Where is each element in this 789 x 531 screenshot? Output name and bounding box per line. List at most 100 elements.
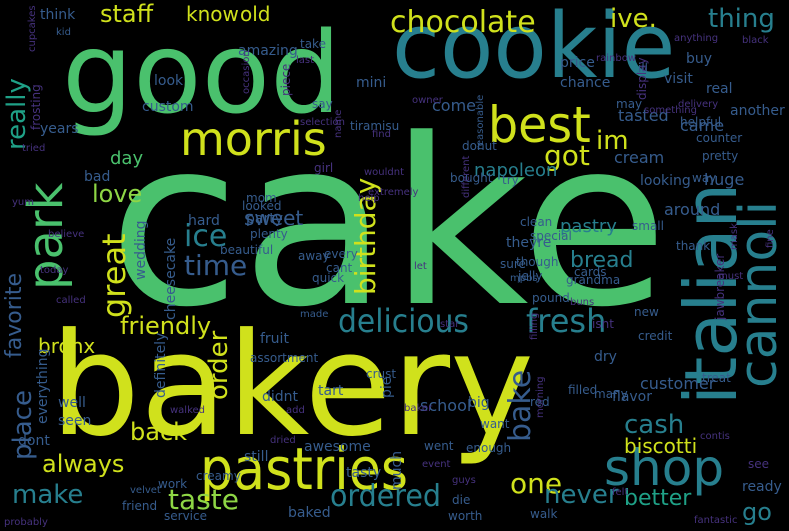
word-mpbs: mpbs	[510, 273, 538, 284]
word-dried: dried	[270, 435, 296, 446]
word-around: around	[664, 200, 721, 219]
word-extremely: extremely	[368, 187, 419, 198]
word-way: way	[692, 171, 717, 185]
word-felt: felt	[612, 487, 629, 498]
word-walked: walked	[170, 405, 206, 416]
word-cannoli: cannoli	[729, 200, 789, 388]
word-buy: buy	[686, 51, 713, 67]
word-best: best	[488, 96, 591, 154]
word-guys: guys	[452, 475, 476, 486]
word-awesome: awesome	[304, 439, 371, 455]
word-enough: enough	[466, 441, 512, 455]
word-come: come	[432, 96, 477, 115]
word-last: last	[296, 55, 315, 66]
word-fine: fine	[765, 229, 776, 248]
word-baker: baker	[404, 403, 433, 414]
word-jelly: jelly	[518, 269, 543, 283]
word-counter: counter	[696, 131, 743, 145]
word-well: well	[58, 395, 86, 411]
word-got: got	[544, 139, 590, 172]
word-die: die	[452, 493, 471, 507]
word-made: made	[300, 309, 329, 320]
word-dont: dont	[18, 433, 50, 449]
word-frosting: frosting	[29, 84, 43, 130]
word-price: price	[560, 55, 595, 71]
word-add: add	[286, 405, 305, 416]
word-still: still	[244, 449, 269, 465]
word-delicious: delicious	[338, 302, 469, 340]
word-away: away	[298, 249, 330, 263]
word-find: find	[372, 129, 391, 140]
word-clean: clean	[520, 215, 553, 229]
word-went: went	[424, 439, 454, 453]
word-plenty: plenty	[250, 227, 288, 241]
word-rainbow: rainbow	[596, 53, 636, 64]
word-quick: quick	[312, 271, 345, 285]
word-credit: credit	[638, 329, 673, 343]
word-fresh: fresh	[526, 302, 607, 340]
word-customer: customer	[640, 374, 716, 393]
word-favorite: favorite	[2, 272, 27, 358]
word-black: black	[742, 35, 769, 46]
word-called: called	[56, 295, 86, 306]
word-mom: mom	[246, 191, 277, 205]
word-service: service	[164, 509, 207, 523]
word-isnt: isnt	[592, 317, 614, 331]
word-tasty: tasty	[346, 465, 382, 481]
word-friendly: friendly	[120, 312, 212, 340]
word-old: old	[240, 2, 271, 26]
word-make: make	[12, 480, 84, 510]
word-anything: anything	[674, 33, 719, 44]
word-day: day	[110, 148, 144, 169]
word-years: years	[40, 121, 79, 137]
word-flavor: flavor	[612, 389, 653, 405]
word-came: came	[680, 116, 725, 135]
word-look: look	[154, 73, 184, 89]
word-always: always	[42, 450, 125, 478]
word-today: today	[40, 265, 69, 276]
word-chocolate: chocolate	[390, 5, 536, 40]
word-cant: cant	[326, 261, 353, 275]
word-shop: shop	[604, 439, 725, 497]
word-owner: owner	[412, 95, 443, 106]
word-see: see	[748, 457, 770, 471]
word-velvet: velvet	[130, 485, 161, 496]
word-fantastic: fantastic	[694, 515, 738, 526]
word-good: good	[62, 9, 342, 139]
word-fruit: fruit	[260, 331, 289, 347]
word-try: try	[502, 173, 519, 187]
word-delivery: delivery	[678, 99, 719, 110]
word-different: different	[461, 155, 472, 198]
word-say: say	[312, 97, 333, 111]
word-theyre: theyre	[506, 235, 552, 251]
word-sweet: sweet	[244, 206, 304, 230]
word-sure: sure	[500, 257, 526, 271]
word-great: great	[95, 233, 133, 318]
word-mask: mask	[729, 223, 740, 250]
word-didnt: didnt	[262, 389, 299, 405]
word-looked: looked	[242, 199, 282, 213]
word-never: never	[544, 480, 619, 510]
word-wedding: wedding	[133, 220, 149, 281]
word-event: event	[422, 459, 451, 470]
word-probably: probably	[4, 517, 48, 528]
word-piece: piece	[279, 63, 293, 96]
word-donut: donut	[462, 139, 497, 153]
word-cream: cream	[614, 148, 665, 167]
word-worth: worth	[448, 509, 483, 523]
word-tried: tried	[22, 143, 46, 154]
word-reasonable: reasonable	[475, 94, 486, 150]
word-taste: taste	[168, 483, 239, 516]
word-pretty: pretty	[702, 149, 739, 163]
word-huge: huge	[704, 170, 745, 189]
word-yum: yum	[12, 197, 34, 208]
word-let: let	[414, 261, 427, 272]
word-definitely: definitely	[153, 332, 169, 398]
word-bakery: bakery	[50, 303, 535, 468]
word-contis: contis	[700, 431, 730, 442]
word-love: love	[92, 180, 143, 208]
word-pastry: pastry	[560, 216, 617, 237]
word-chance: chance	[560, 75, 611, 91]
word-big: big	[468, 395, 490, 411]
